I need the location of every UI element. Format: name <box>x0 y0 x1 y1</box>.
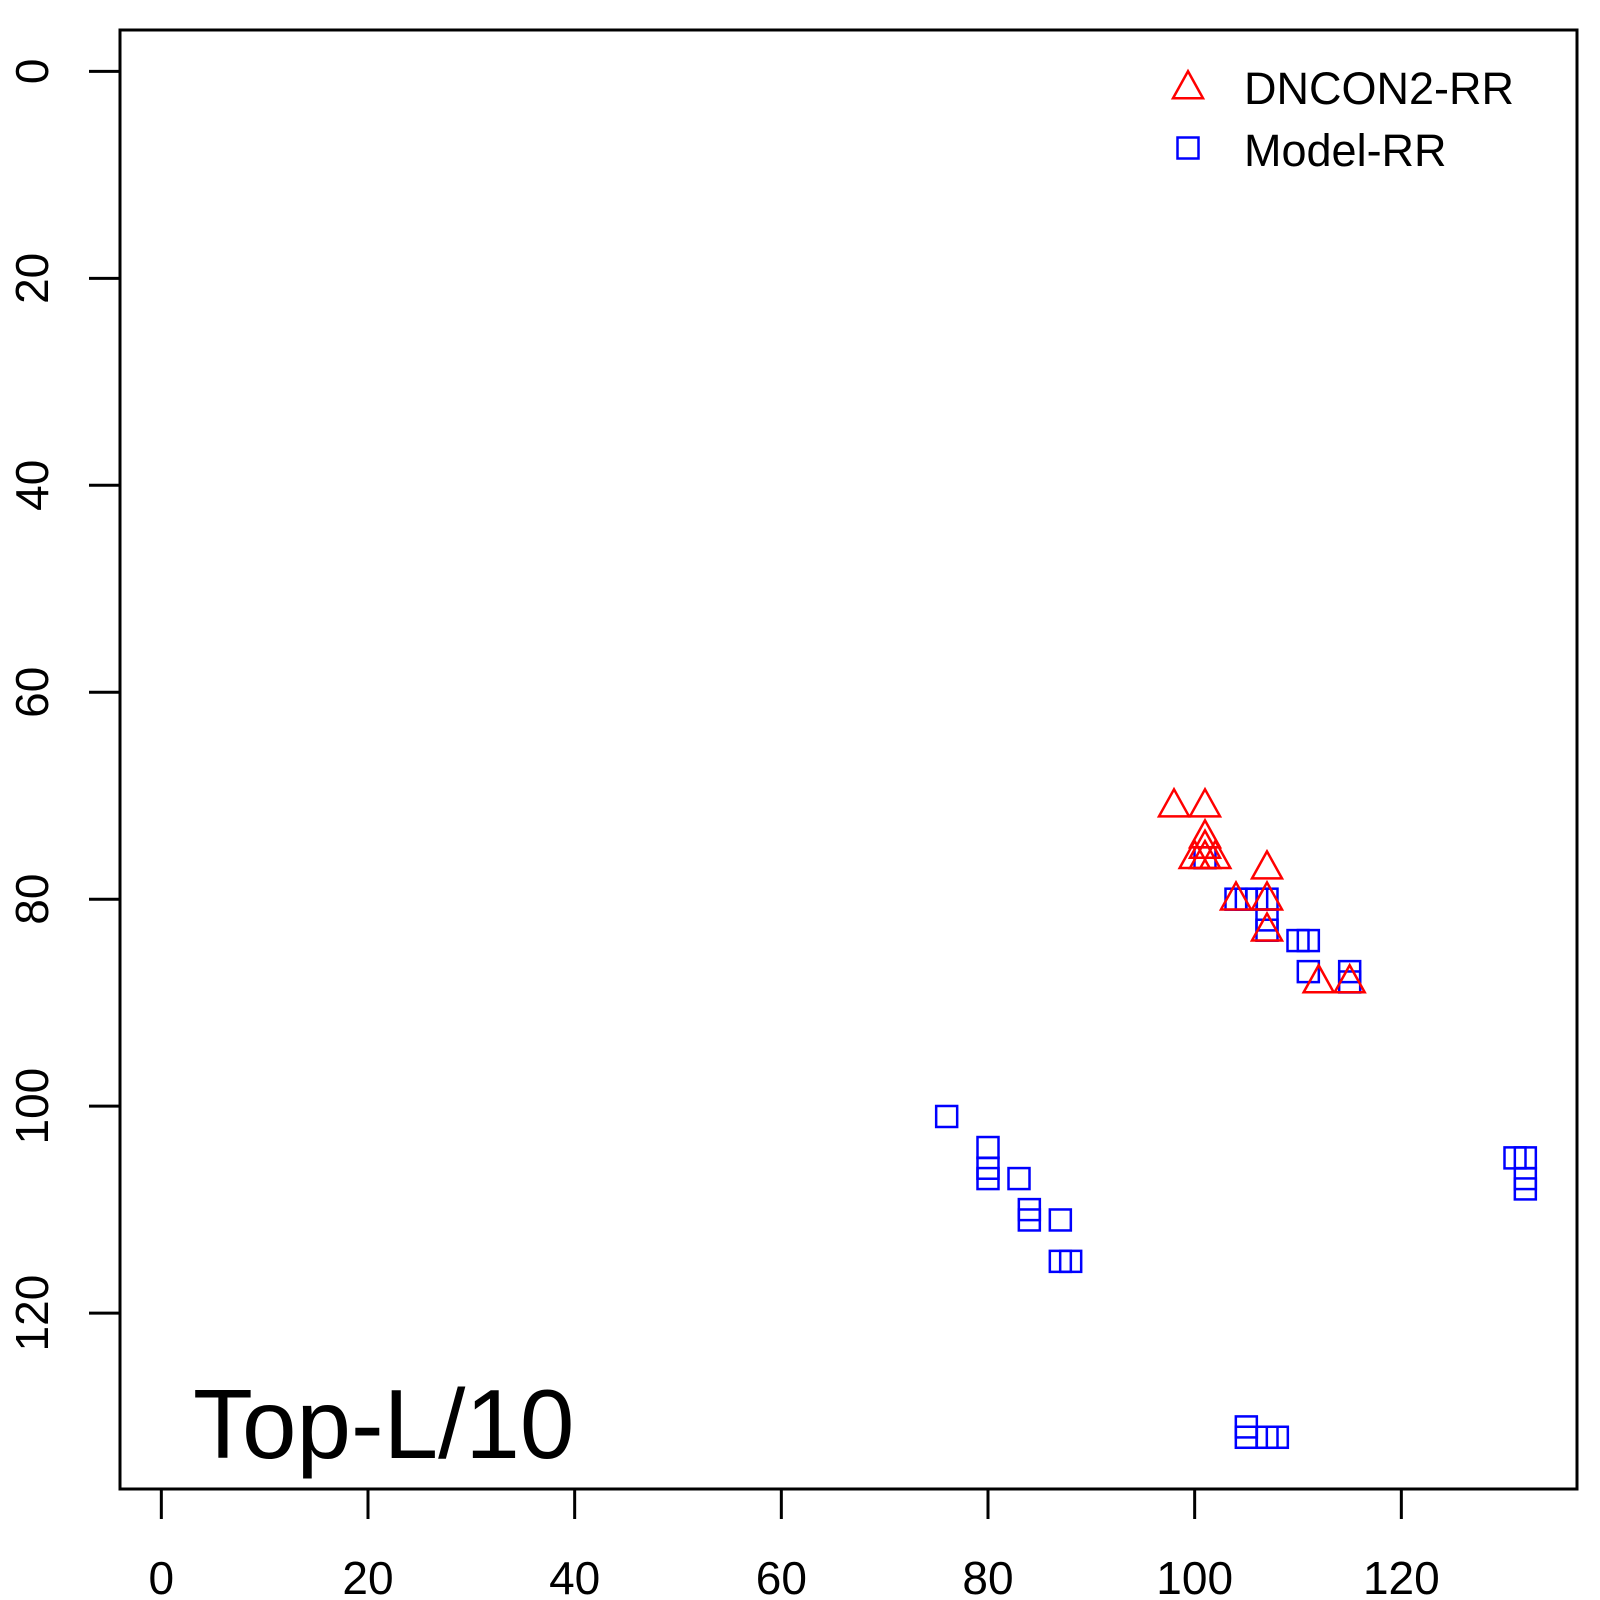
triangle-point <box>1187 786 1223 818</box>
triangle-point <box>1249 848 1285 880</box>
triangle-point <box>1249 910 1285 942</box>
legend: DNCON2-RR Model-RR <box>1170 63 1514 176</box>
chart-annotation: Top-L/10 <box>193 1369 574 1479</box>
square-point <box>1017 1208 1042 1232</box>
triangle-point <box>1301 962 1336 994</box>
y-axis: 0 20 40 60 80 100 120 <box>6 59 122 1352</box>
y-tick-label: 40 <box>6 460 58 511</box>
triangle-point <box>1156 786 1192 818</box>
series-dncon2-rr <box>1156 786 1367 994</box>
triangle-point <box>1249 879 1285 911</box>
y-tick-label: 80 <box>6 874 58 925</box>
x-tick-label: 100 <box>1156 1552 1233 1600</box>
legend-label: Model-RR <box>1244 125 1447 176</box>
x-tick-label: 60 <box>756 1552 807 1600</box>
x-tick-label: 0 <box>149 1552 175 1600</box>
y-tick-label: 120 <box>6 1275 58 1352</box>
x-tick-label: 80 <box>962 1552 1013 1600</box>
y-tick-label: 20 <box>6 253 58 304</box>
x-tick-label: 40 <box>549 1552 600 1600</box>
triangle-point <box>1187 817 1223 849</box>
y-tick-label: 60 <box>6 667 58 718</box>
triangle-point <box>1218 879 1254 911</box>
square-point <box>1265 1425 1290 1450</box>
square-point <box>1007 1166 1031 1191</box>
square-point <box>1058 1249 1083 1274</box>
x-axis: 0 20 40 60 80 100 120 <box>149 1487 1440 1600</box>
data-points <box>934 786 1538 1450</box>
square-point <box>976 1166 1000 1191</box>
triangle-point <box>1198 838 1233 870</box>
plot-frame <box>118 28 1579 1491</box>
square-point <box>934 1104 959 1129</box>
legend-label: DNCON2-RR <box>1244 63 1514 114</box>
y-tick-label: 0 <box>6 59 58 85</box>
legend-square-icon <box>1176 136 1200 160</box>
square-point <box>1513 1177 1538 1201</box>
triangle-point <box>1332 962 1367 994</box>
series-model-rr <box>934 846 1538 1450</box>
y-tick-label: 100 <box>6 1068 58 1145</box>
x-tick-label: 20 <box>342 1552 393 1600</box>
square-point <box>1048 1208 1073 1232</box>
square-point <box>976 1135 1000 1160</box>
square-point <box>1296 928 1321 953</box>
x-tick-label: 120 <box>1363 1552 1440 1600</box>
legend-triangle-icon <box>1170 68 1206 100</box>
